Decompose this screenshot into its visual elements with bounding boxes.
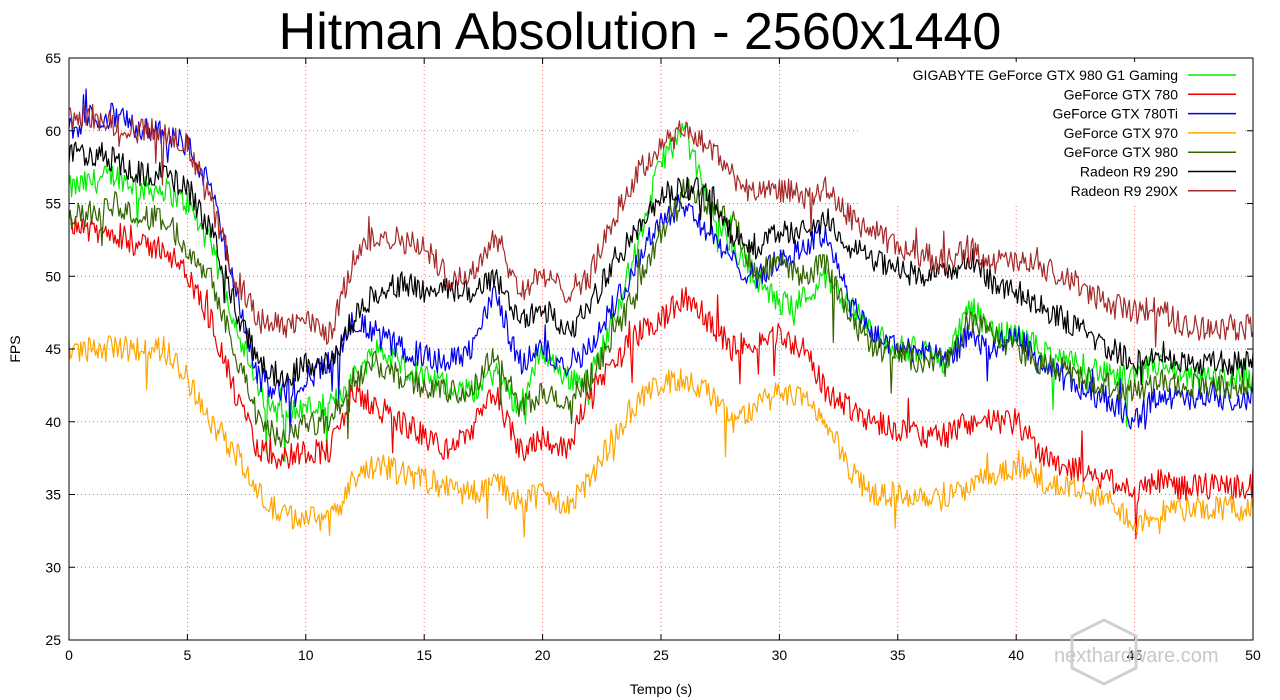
y-tick-label: 25 xyxy=(45,632,61,648)
series-layer xyxy=(68,88,1254,540)
legend-label: GeForce GTX 980 xyxy=(1064,144,1179,160)
grid xyxy=(69,58,1253,640)
legend-label: GIGABYTE GeForce GTX 980 G1 Gaming xyxy=(913,67,1178,83)
y-tick-label: 50 xyxy=(45,268,61,284)
x-tick-label: 5 xyxy=(184,647,192,663)
series-line-2 xyxy=(68,211,1254,540)
x-ticks: 0 5 10 15 20 25 30 35 40 45 50 xyxy=(65,58,1261,663)
y-ticks: 25 30 35 40 45 50 55 60 65 xyxy=(45,50,1253,648)
x-tick-label: 35 xyxy=(890,647,906,663)
series-line-3 xyxy=(68,88,1254,433)
series-line-7 xyxy=(68,103,1254,348)
x-tick-label: 25 xyxy=(653,647,669,663)
x-tick-label: 30 xyxy=(772,647,788,663)
legend: GIGABYTE GeForce GTX 980 G1 Gaming GeForc… xyxy=(860,62,1245,206)
x-tick-label: 40 xyxy=(1008,647,1024,663)
series-line-4 xyxy=(68,335,1254,538)
y-tick-label: 55 xyxy=(45,196,61,212)
x-tick-label: 20 xyxy=(535,647,551,663)
legend-label: Radeon R9 290 xyxy=(1080,164,1178,180)
watermark-logo: nexthardware.com xyxy=(1054,618,1219,686)
y-tick-label: 35 xyxy=(45,487,61,503)
chart-title: Hitman Absolution - 2560x1440 xyxy=(278,3,1002,61)
svg-text:nexthardware.com: nexthardware.com xyxy=(1054,645,1219,667)
legend-label: GeForce GTX 970 xyxy=(1064,125,1179,141)
series-line-5 xyxy=(68,178,1254,448)
y-tick-label: 40 xyxy=(45,414,61,430)
legend-label: Radeon R9 290X xyxy=(1071,183,1179,199)
x-axis-label: Tempo (s) xyxy=(630,681,692,697)
legend-label: GeForce GTX 780 xyxy=(1064,86,1179,102)
x-tick-label: 10 xyxy=(298,647,314,663)
y-tick-label: 60 xyxy=(45,123,61,139)
y-tick-label: 45 xyxy=(45,341,61,357)
legend-label: GeForce GTX 780Ti xyxy=(1052,106,1178,122)
x-tick-label: 15 xyxy=(416,647,432,663)
y-axis-label: FPS xyxy=(7,335,23,362)
x-tick-label: 50 xyxy=(1245,647,1261,663)
legend-background xyxy=(860,62,1245,206)
y-tick-label: 65 xyxy=(45,50,61,66)
x-tick-label: 0 xyxy=(65,647,73,663)
series-line-6 xyxy=(68,141,1254,388)
y-tick-label: 30 xyxy=(45,559,61,575)
series-line-1 xyxy=(68,122,1254,463)
